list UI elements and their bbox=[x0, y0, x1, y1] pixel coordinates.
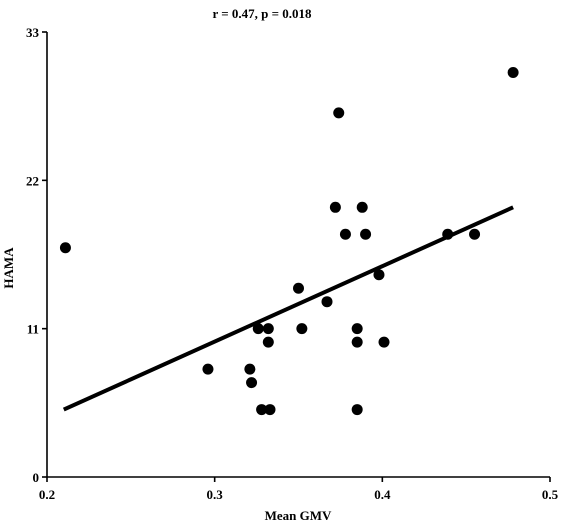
x-tick-label: 0.4 bbox=[374, 487, 391, 502]
data-point bbox=[262, 323, 274, 335]
data-point bbox=[360, 228, 372, 240]
y-tick-label: 33 bbox=[26, 25, 40, 40]
axes bbox=[46, 32, 550, 478]
data-point bbox=[469, 228, 481, 240]
data-point bbox=[321, 296, 333, 308]
data-point bbox=[351, 404, 363, 416]
y-tick-label: 22 bbox=[26, 173, 39, 188]
data-point bbox=[256, 404, 268, 416]
data-point bbox=[262, 336, 274, 348]
data-point bbox=[329, 201, 341, 213]
y-tick-label: 0 bbox=[33, 470, 40, 485]
data-point bbox=[351, 336, 363, 348]
data-point bbox=[202, 363, 214, 375]
x-tick-label: 0.2 bbox=[39, 487, 55, 502]
data-point bbox=[351, 323, 363, 335]
data-point bbox=[246, 377, 258, 389]
y-tick-label: 11 bbox=[27, 322, 39, 337]
x-axis-label: Mean GMV bbox=[265, 508, 332, 523]
data-point bbox=[442, 228, 454, 240]
data-point bbox=[252, 323, 264, 335]
x-tick-label: 0.5 bbox=[542, 487, 559, 502]
data-point bbox=[244, 363, 256, 375]
data-point bbox=[373, 269, 385, 281]
data-point bbox=[296, 323, 308, 335]
x-ticks: 0.2 0.3 0.4 0.5 bbox=[39, 477, 559, 502]
data-point bbox=[339, 228, 351, 240]
data-point bbox=[507, 66, 519, 78]
chart-title: r = 0.47, p = 0.018 bbox=[212, 6, 312, 21]
data-point bbox=[59, 242, 71, 254]
y-axis-label: HAMA bbox=[1, 247, 16, 289]
data-point bbox=[356, 201, 368, 213]
x-tick-label: 0.3 bbox=[207, 487, 224, 502]
data-point bbox=[264, 404, 276, 416]
data-point bbox=[333, 107, 345, 119]
data-point bbox=[293, 282, 304, 294]
data-points bbox=[59, 66, 519, 416]
data-point bbox=[378, 336, 390, 348]
trend-line bbox=[62, 205, 514, 412]
y-ticks: 0 11 22 33 bbox=[26, 25, 47, 485]
